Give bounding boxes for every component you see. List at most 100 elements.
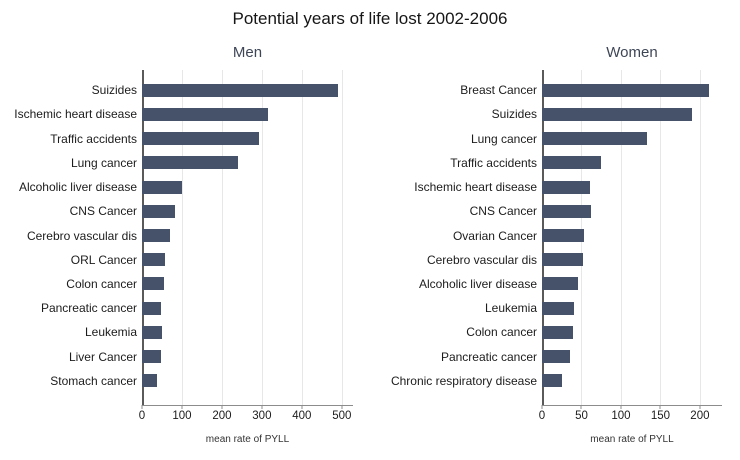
- bar-row: [142, 126, 353, 150]
- category-label: Ischemic heart disease: [14, 107, 137, 122]
- bar-row: [142, 175, 353, 199]
- bar-row: [542, 345, 722, 369]
- bar: [542, 204, 591, 218]
- bar: [542, 132, 647, 146]
- category-label: Chronic respiratory disease: [390, 373, 537, 388]
- bar-row: [542, 151, 722, 175]
- bar-row: [142, 320, 353, 344]
- x-tick-mark: [620, 405, 622, 409]
- category-label: ORL Cancer: [70, 252, 137, 267]
- category-label: Alcoholic liver disease: [418, 276, 537, 291]
- bar: [542, 325, 573, 339]
- chart-men-title: Men: [232, 44, 263, 61]
- x-tick-label: 100: [172, 410, 192, 422]
- chart-men-category-labels: Suizides Ischemic heart disease Traffic ac…: [0, 70, 142, 405]
- bar-row: [142, 369, 353, 393]
- x-tick-mark: [699, 405, 701, 409]
- gridline: [699, 70, 701, 405]
- bar: [542, 83, 710, 97]
- bar-row: [142, 272, 353, 296]
- bar: [142, 180, 182, 194]
- category-label: Colon cancer: [66, 276, 137, 291]
- bar-row: [542, 223, 722, 247]
- bar: [142, 132, 260, 146]
- bar: [542, 180, 591, 194]
- bar-row: [542, 369, 722, 393]
- chart-men-bars: [142, 70, 353, 405]
- chart-men-x-axis: 0 100 200 300 400 500: [139, 405, 353, 427]
- bar-row: [142, 151, 353, 175]
- bar-row: [142, 102, 353, 126]
- category-label: Leukemia: [484, 301, 537, 316]
- chart-women-x-axis-label: mean rate of PYLL: [590, 434, 674, 445]
- bar-row: [542, 296, 722, 320]
- x-tick-mark: [341, 405, 343, 409]
- bar-row: [142, 199, 353, 223]
- x-tick-label: 300: [252, 410, 272, 422]
- chart-women-x-axis: 0 50 100 150 200: [539, 405, 722, 427]
- chart-women: Women Breast Cancer Suizides Lung cancer Tr…: [390, 44, 722, 445]
- category-label: Liver Cancer: [68, 349, 137, 364]
- gridline: [221, 70, 223, 405]
- category-label: Leukemia: [84, 325, 137, 340]
- bar: [142, 325, 162, 339]
- x-tick-mark: [541, 405, 543, 409]
- bar-row: [542, 248, 722, 272]
- category-label: Colon cancer: [466, 325, 537, 340]
- x-tick-label: 500: [332, 410, 352, 422]
- category-label: Breast Cancer: [460, 83, 537, 98]
- bar: [142, 107, 268, 121]
- gridline: [181, 70, 183, 405]
- x-tick-label: 200: [690, 410, 710, 422]
- bar: [142, 301, 162, 315]
- category-label: Pancreatic cancer: [440, 349, 537, 364]
- x-axis-line: [542, 405, 722, 406]
- x-tick-mark: [141, 405, 143, 409]
- x-tick-mark: [659, 405, 661, 409]
- category-label: Cerebro vascular dis: [426, 252, 537, 267]
- bar-row: [542, 199, 722, 223]
- category-label: Traffic accidents: [450, 155, 537, 170]
- x-tick-label: 150: [650, 410, 670, 422]
- x-tick-label: 400: [292, 410, 312, 422]
- bar-row: [542, 126, 722, 150]
- bar-row: [142, 345, 353, 369]
- chart-women-bars: [542, 70, 722, 405]
- bar: [142, 253, 165, 267]
- bar: [142, 374, 158, 388]
- chart-women-category-labels: Breast Cancer Suizides Lung cancer Traffic …: [390, 70, 542, 405]
- bar: [142, 277, 165, 291]
- figure-title: Potential years of life lost 2002-2006: [232, 9, 508, 28]
- x-tick-label: 100: [611, 410, 631, 422]
- x-tick-label: 50: [575, 410, 588, 422]
- chart-women-plot-area: [542, 70, 722, 406]
- bar: [142, 156, 238, 170]
- category-label: Stomach cancer: [50, 373, 137, 388]
- category-label: Pancreatic cancer: [40, 301, 137, 316]
- bar-row: [142, 223, 353, 247]
- chart-men: Men Suizides Ischemic heart disease Traffi…: [0, 44, 353, 445]
- gridline: [620, 70, 622, 405]
- x-tick-mark: [580, 405, 582, 409]
- x-tick-mark: [301, 405, 303, 409]
- category-label: Lung cancer: [70, 155, 137, 170]
- bar: [542, 229, 584, 243]
- gridline: [261, 70, 263, 405]
- chart-men-x-axis-label: mean rate of PYLL: [205, 434, 290, 445]
- bar: [542, 301, 574, 315]
- chart-men-plot-area: [142, 70, 353, 406]
- x-tick-label: 200: [212, 410, 232, 422]
- bar-row: [142, 296, 353, 320]
- bar: [542, 350, 570, 364]
- category-label: Cerebro vascular dis: [26, 228, 137, 243]
- x-tick-mark: [221, 405, 223, 409]
- x-tick-mark: [261, 405, 263, 409]
- bar: [542, 107, 692, 121]
- bar: [142, 229, 170, 243]
- x-axis-line: [142, 405, 353, 406]
- chart-men-body: Suizides Ischemic heart disease Traffic ac…: [0, 70, 353, 406]
- category-label: CNS Cancer: [469, 204, 537, 219]
- category-label: CNS Cancer: [69, 204, 137, 219]
- bar: [142, 204, 175, 218]
